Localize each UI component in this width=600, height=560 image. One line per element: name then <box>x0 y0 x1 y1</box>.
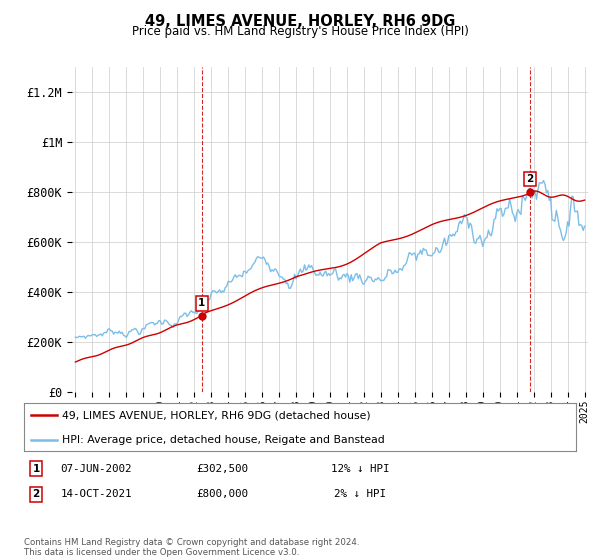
Text: 1: 1 <box>198 298 205 309</box>
Text: Contains HM Land Registry data © Crown copyright and database right 2024.
This d: Contains HM Land Registry data © Crown c… <box>24 538 359 557</box>
Text: 2: 2 <box>526 174 534 184</box>
Text: 07-JUN-2002: 07-JUN-2002 <box>60 464 132 474</box>
Text: 1: 1 <box>32 464 40 474</box>
Text: 49, LIMES AVENUE, HORLEY, RH6 9DG (detached house): 49, LIMES AVENUE, HORLEY, RH6 9DG (detac… <box>62 410 370 420</box>
Text: 12% ↓ HPI: 12% ↓ HPI <box>331 464 389 474</box>
Text: 14-OCT-2021: 14-OCT-2021 <box>60 489 132 500</box>
Text: 2: 2 <box>32 489 40 500</box>
Text: Price paid vs. HM Land Registry's House Price Index (HPI): Price paid vs. HM Land Registry's House … <box>131 25 469 38</box>
Text: 49, LIMES AVENUE, HORLEY, RH6 9DG: 49, LIMES AVENUE, HORLEY, RH6 9DG <box>145 14 455 29</box>
Text: HPI: Average price, detached house, Reigate and Banstead: HPI: Average price, detached house, Reig… <box>62 435 384 445</box>
Text: £800,000: £800,000 <box>196 489 248 500</box>
Text: £302,500: £302,500 <box>196 464 248 474</box>
Text: 2% ↓ HPI: 2% ↓ HPI <box>334 489 386 500</box>
